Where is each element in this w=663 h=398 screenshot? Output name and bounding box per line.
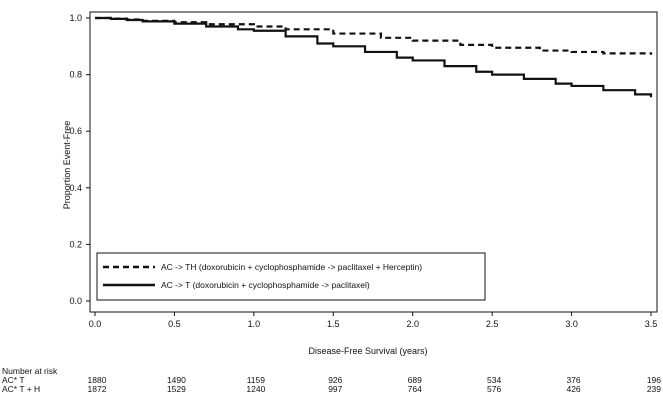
risk-value-r0-c7: 196: [647, 375, 661, 385]
plot-frame: [89, 11, 658, 313]
series-line-1: [95, 16, 653, 98]
x-tick-label-0: 0.0: [89, 319, 102, 329]
legend-entry-ac-t: AC -> T (doxorubicin + cyclophosphamide …: [161, 280, 370, 290]
risk-value-r0-c6: 376: [566, 375, 580, 385]
risk-value-r0-c0: 1880: [88, 375, 107, 385]
risk-value-r0-c4: 689: [408, 375, 422, 385]
x-tick-label-1: 0.5: [168, 319, 181, 329]
risk-value-r0-c2: 1159: [247, 375, 266, 385]
x-tick-label-3: 1.5: [327, 319, 340, 329]
legend-box: [96, 252, 486, 301]
risk-value-r1-c5: 576: [487, 384, 501, 394]
risk-value-r1-c2: 1240: [246, 384, 265, 394]
risk-row-label-ac-t-h: AC* T + H: [2, 384, 40, 394]
y-tick-label-1: 0.2: [69, 239, 82, 249]
number-at-risk-table: Number at risk AC* T AC* T + H 1880 1490 1…: [2, 366, 661, 394]
number-at-risk-title: Number at risk: [2, 366, 58, 376]
risk-value-r0-c3: 926: [328, 375, 342, 385]
risk-row-label-ac-t: AC* T: [2, 375, 25, 385]
y-tick-label-0: 0.0: [69, 296, 82, 306]
series-line-0: [95, 16, 653, 55]
risk-value-r1-c0: 1872: [88, 384, 107, 394]
series-layer: [95, 16, 653, 98]
risk-value-r1-c6: 426: [566, 384, 580, 394]
x-axis-title: Disease-Free Survival (years): [308, 346, 427, 356]
y-tick-label-2: 0.4: [69, 183, 82, 193]
y-tick-label-4: 0.8: [69, 70, 82, 80]
x-tick-label-2: 1.0: [248, 319, 261, 329]
x-tick-label-4: 2.0: [406, 319, 419, 329]
legend: AC -> TH (doxorubicin + cyclophosphamide…: [96, 252, 486, 301]
risk-value-r1-c3: 997: [328, 384, 342, 394]
x-axis: 0.0 0.5 1.0 1.5 2.0 2.5 3.0 3.5: [89, 312, 658, 329]
x-tick-label-7: 3.5: [645, 319, 658, 329]
risk-values: 1880 1490 1159 926 689 534 376 196 1872 1529 1240 9…: [88, 375, 662, 394]
risk-value-r0-c5: 534: [487, 375, 501, 385]
y-tick-label-3: 0.6: [69, 126, 82, 136]
x-tick-label-6: 3.0: [565, 319, 578, 329]
risk-value-r1-c4: 764: [408, 384, 422, 394]
y-tick-label-5: 1.0: [69, 13, 82, 23]
y-axis-title: Proportion Event-Free: [62, 121, 72, 210]
x-tick-label-5: 2.5: [486, 319, 499, 329]
risk-value-r1-c7: 239: [647, 384, 661, 394]
legend-entry-ac-th: AC -> TH (doxorubicin + cyclophosphamide…: [161, 262, 422, 272]
y-axis: 0.0 0.2 0.4 0.6 0.8 1.0: [69, 13, 90, 306]
risk-value-r1-c1: 1529: [167, 384, 186, 394]
risk-value-r0-c1: 1490: [167, 375, 186, 385]
